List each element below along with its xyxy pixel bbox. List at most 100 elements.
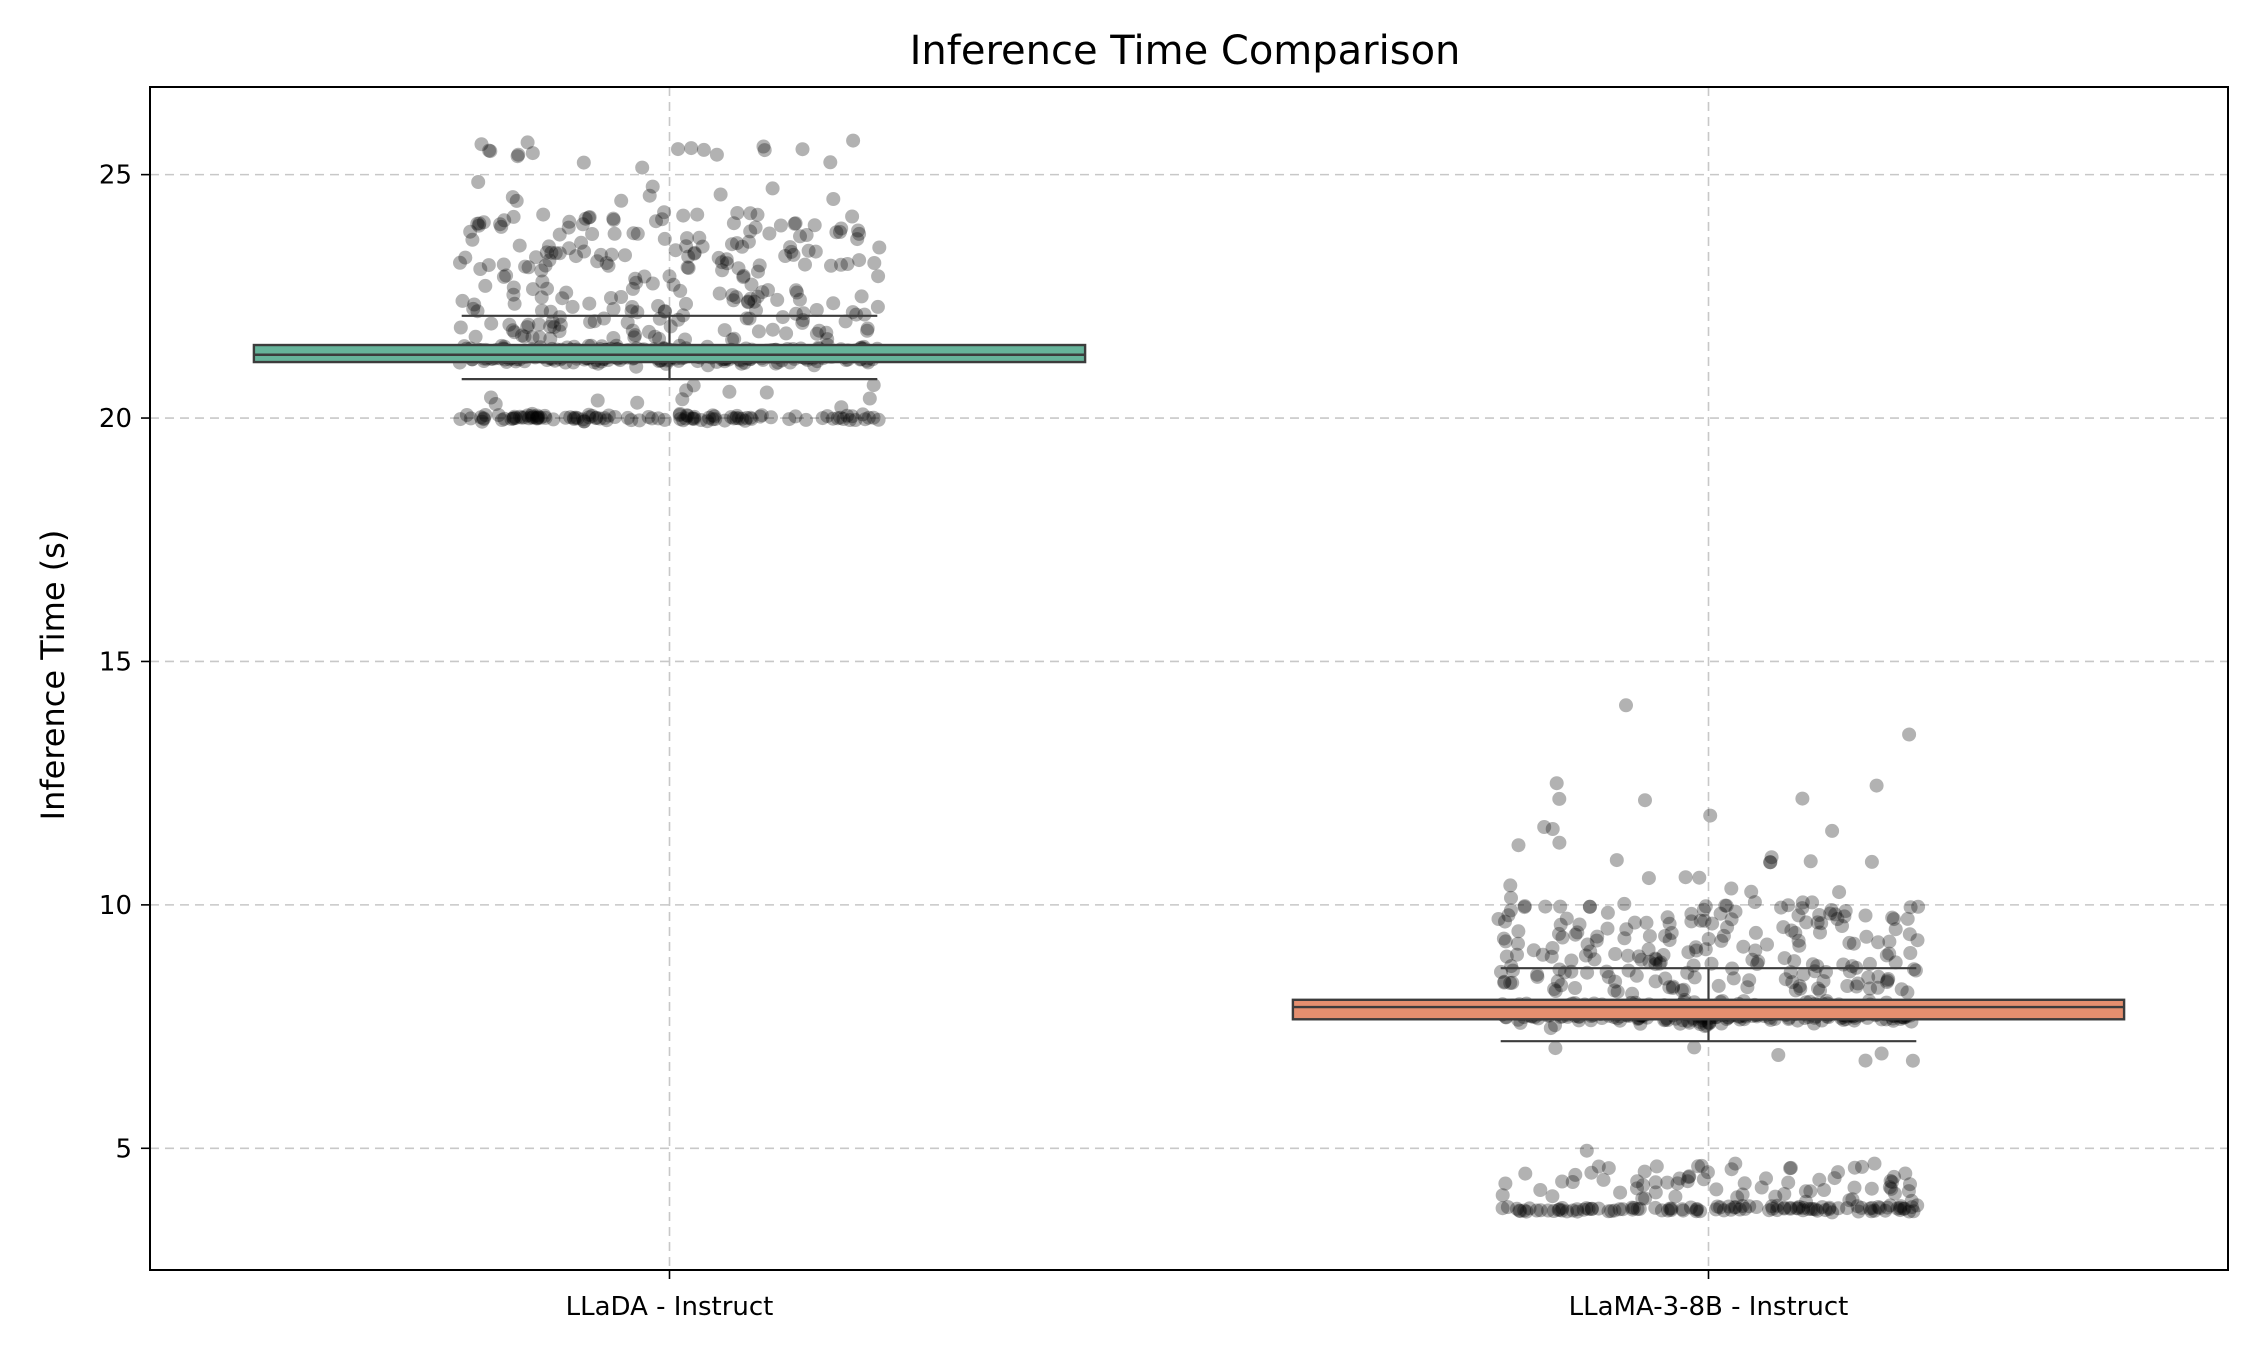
data-point: [630, 395, 645, 410]
data-point: [1824, 903, 1839, 917]
data-point: [840, 408, 855, 423]
data-point: [473, 410, 488, 425]
data-point: [752, 258, 767, 273]
data-point: [535, 274, 550, 289]
data-point: [1545, 941, 1560, 955]
data-point: [1751, 954, 1766, 969]
data-point: [855, 407, 870, 422]
data-point: [1774, 900, 1789, 915]
data-point: [509, 193, 524, 208]
data-point: [1711, 978, 1726, 993]
data-point: [648, 329, 662, 344]
data-point: [1781, 1175, 1796, 1190]
data-point: [1584, 1202, 1599, 1216]
data-point: [731, 261, 746, 276]
data-point: [559, 285, 574, 300]
data-point: [668, 243, 683, 258]
data-point: [687, 246, 702, 261]
data-point: [1759, 1171, 1773, 1186]
data-point: [1687, 970, 1702, 985]
data-point: [1793, 981, 1808, 996]
data-point: [1613, 1185, 1628, 1200]
data-point: [1696, 902, 1711, 917]
data-point: [1689, 1204, 1704, 1219]
data-point: [1777, 1201, 1792, 1216]
data-point: [1631, 949, 1646, 964]
data-point: [1656, 948, 1671, 962]
data-point: [1548, 1018, 1562, 1033]
data-point: [1783, 1200, 1798, 1215]
grid-layer: [150, 87, 2228, 1270]
data-point: [1822, 1200, 1837, 1215]
data-point: [1505, 963, 1520, 978]
data-point: [645, 276, 660, 291]
data-point: [1795, 901, 1810, 916]
data-point: [1511, 838, 1526, 853]
data-point: [1672, 1171, 1687, 1186]
data-point: [1526, 943, 1541, 958]
y-tick-label: 15: [99, 647, 132, 677]
data-point: [1882, 946, 1897, 961]
data-point: [1694, 1158, 1709, 1173]
data-point: [1735, 1187, 1750, 1202]
data-point: [1728, 1156, 1743, 1171]
data-point: [587, 314, 602, 329]
data-point: [1660, 910, 1675, 925]
data-point: [1804, 1201, 1819, 1216]
data-point: [1792, 979, 1807, 994]
data-point: [1578, 948, 1593, 963]
data-point: [576, 412, 591, 427]
data-point: [1842, 935, 1857, 950]
data-point: [680, 408, 695, 423]
data-point: [1517, 900, 1532, 915]
data-point: [607, 410, 622, 424]
data-point: [1822, 1202, 1837, 1216]
data-point: [614, 290, 629, 304]
data-point: [1698, 899, 1713, 914]
data-point: [463, 411, 478, 426]
data-point: [1544, 949, 1559, 964]
data-point: [1662, 933, 1677, 948]
data-point: [1638, 793, 1652, 808]
data-point: [488, 397, 503, 411]
box-body: [252, 343, 1087, 364]
data-point: [726, 216, 741, 231]
data-point: [824, 258, 838, 273]
data-point: [1742, 973, 1757, 988]
data-point: [1740, 980, 1755, 995]
data-point: [1788, 983, 1803, 998]
data-point: [470, 216, 485, 231]
data-point: [756, 139, 771, 154]
data-point: [1886, 912, 1901, 927]
data-point: [581, 210, 596, 225]
data-point: [626, 226, 641, 241]
data-point: [627, 330, 642, 345]
data-point: [1872, 1201, 1887, 1216]
data-point: [860, 323, 875, 338]
data-point: [1901, 1184, 1916, 1199]
data-point: [1583, 899, 1597, 914]
data-point: [676, 208, 691, 223]
data-point: [628, 328, 643, 343]
data-point: [1894, 982, 1909, 997]
data-point: [717, 413, 732, 428]
data-point: [1503, 903, 1518, 918]
data-point: [1661, 1203, 1675, 1218]
y-axis-title: Inference Time (s): [34, 530, 72, 821]
data-point: [1505, 975, 1520, 990]
data-point: [1724, 1202, 1738, 1217]
data-point: [872, 240, 887, 255]
data-point: [679, 296, 693, 311]
data-point: [482, 143, 497, 158]
data-point: [478, 408, 493, 422]
data-point: [455, 293, 470, 308]
data-point: [687, 411, 702, 426]
data-point: [1771, 1048, 1786, 1062]
data-point: [1777, 951, 1792, 966]
data-point: [836, 412, 851, 426]
data-point: [1654, 1203, 1669, 1218]
data-point: [1583, 944, 1598, 959]
data-point: [1871, 935, 1886, 950]
